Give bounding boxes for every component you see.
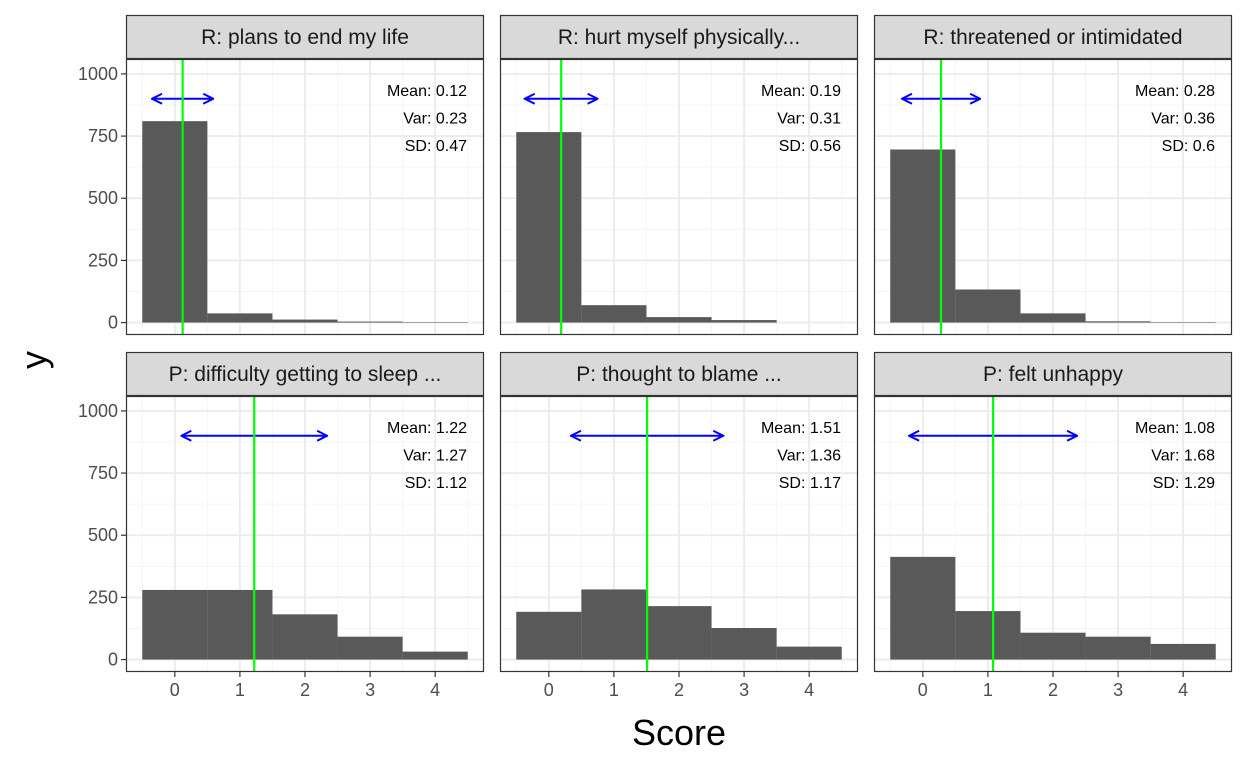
y-axis-title: y — [13, 351, 54, 369]
histogram-bar — [207, 313, 273, 323]
histogram-bar — [711, 627, 777, 660]
panel-title: R: threatened or intimidated — [923, 26, 1182, 49]
histogram-bar — [1020, 632, 1086, 660]
histogram-bar — [776, 646, 842, 660]
panel-4: P: difficulty getting to sleep ... Mean: … — [78, 351, 485, 700]
x-tick-label: 1 — [983, 680, 993, 700]
x-tick-label: 1 — [235, 680, 245, 700]
panel-5: P: thought to blame ... Mean: 1.51 Var: 1.… — [499, 351, 859, 700]
panel-3: R: threatened or intimidated Mean: 0.28 Va… — [873, 14, 1233, 336]
panel-6: P: felt unhappy Mean: 1.08 Var: 1.68 SD: 1.… — [873, 351, 1233, 700]
x-tick-label: 3 — [365, 680, 375, 700]
histogram-bar — [516, 132, 582, 323]
histogram-bar — [890, 556, 956, 660]
panel-border — [125, 58, 485, 336]
histogram-bar — [646, 606, 712, 660]
y-tick-label: 1000 — [78, 64, 118, 84]
panel-title: P: felt unhappy — [983, 363, 1124, 386]
histogram-bar — [1150, 643, 1216, 660]
panel-title: P: thought to blame ... — [576, 363, 781, 386]
y-tick-label: 500 — [88, 188, 118, 208]
stat-label: SD: 0.6 — [1162, 138, 1215, 155]
panel-border — [873, 395, 1233, 673]
y-tick-label: 1000 — [78, 401, 118, 421]
panel-title: R: hurt myself physically... — [558, 26, 800, 49]
x-tick-label: 2 — [674, 680, 684, 700]
y-tick-label: 750 — [88, 463, 118, 483]
strip-background — [499, 14, 859, 60]
stat-label: Var: 0.31 — [777, 111, 841, 128]
histogram-bar — [890, 149, 956, 323]
strip-background — [873, 14, 1233, 60]
strip-background — [873, 351, 1233, 397]
y-tick-label: 500 — [88, 525, 118, 545]
y-tick-label: 250 — [88, 250, 118, 270]
histogram-bar — [337, 636, 403, 660]
histogram-bar — [207, 589, 273, 660]
panel-title: P: difficulty getting to sleep ... — [169, 363, 442, 386]
panel-1: R: plans to end my life Mean: 0.12 Var: 0.… — [78, 14, 485, 336]
histogram-bar — [142, 121, 208, 323]
histogram-bar — [1085, 321, 1151, 323]
x-tick-label: 2 — [1048, 680, 1058, 700]
x-tick-label: 4 — [430, 680, 440, 700]
histogram-bar — [272, 614, 338, 660]
x-tick-label: 4 — [804, 680, 814, 700]
stat-label: SD: 1.12 — [405, 475, 467, 492]
y-tick-label: 750 — [88, 126, 118, 146]
panel-border — [499, 395, 859, 673]
histogram-bar — [955, 289, 1021, 323]
stat-label: Var: 0.23 — [403, 111, 467, 128]
strip-background — [125, 351, 485, 397]
stat-label: SD: 0.56 — [779, 138, 841, 155]
panel-title: R: plans to end my life — [201, 26, 409, 49]
x-tick-label: 0 — [544, 680, 554, 700]
histogram-bar — [516, 611, 582, 660]
x-tick-label: 0 — [170, 680, 180, 700]
stat-label: SD: 1.17 — [779, 475, 841, 492]
histogram-bar — [711, 320, 777, 323]
stat-label: Var: 1.68 — [1151, 448, 1215, 465]
strip-background — [499, 351, 859, 397]
x-tick-label: 0 — [918, 680, 928, 700]
histogram-bar — [955, 611, 1021, 660]
panel-2: R: hurt myself physically... Mean: 0.19 Va… — [499, 14, 859, 336]
histogram-bar — [1085, 636, 1151, 660]
x-tick-label: 1 — [609, 680, 619, 700]
x-tick-label: 2 — [300, 680, 310, 700]
histogram-bar — [581, 305, 647, 323]
stat-label: SD: 1.29 — [1153, 475, 1215, 492]
stat-label: Mean: 0.12 — [387, 83, 467, 100]
panel-border — [125, 395, 485, 673]
histogram-bar — [581, 589, 647, 660]
histogram-bar — [402, 651, 468, 660]
x-tick-label: 3 — [739, 680, 749, 700]
stat-label: SD: 0.47 — [405, 138, 467, 155]
stat-label: Var: 0.36 — [1151, 111, 1215, 128]
histogram-bar — [646, 317, 712, 323]
x-axis-title: Score — [632, 712, 726, 753]
y-tick-label: 0 — [108, 650, 118, 670]
panel-border — [873, 58, 1233, 336]
stat-label: Mean: 1.08 — [1135, 420, 1215, 437]
stat-label: Var: 1.27 — [403, 448, 467, 465]
stat-label: Mean: 0.19 — [761, 83, 841, 100]
stat-label: Mean: 1.51 — [761, 420, 841, 437]
x-tick-label: 3 — [1113, 680, 1123, 700]
panel-border — [499, 58, 859, 336]
stat-label: Var: 1.36 — [777, 448, 841, 465]
histogram-bar — [142, 589, 208, 660]
y-tick-label: 0 — [108, 313, 118, 333]
histogram-bar — [272, 319, 338, 323]
strip-background — [125, 14, 485, 60]
histogram-bar — [337, 321, 403, 323]
y-tick-label: 250 — [88, 587, 118, 607]
stat-label: Mean: 0.28 — [1135, 83, 1215, 100]
stat-label: Mean: 1.22 — [387, 420, 467, 437]
panels-layer: R: plans to end my life Mean: 0.12 Var: 0.… — [78, 14, 1233, 700]
histogram-bar — [1020, 313, 1086, 323]
x-tick-label: 4 — [1178, 680, 1188, 700]
